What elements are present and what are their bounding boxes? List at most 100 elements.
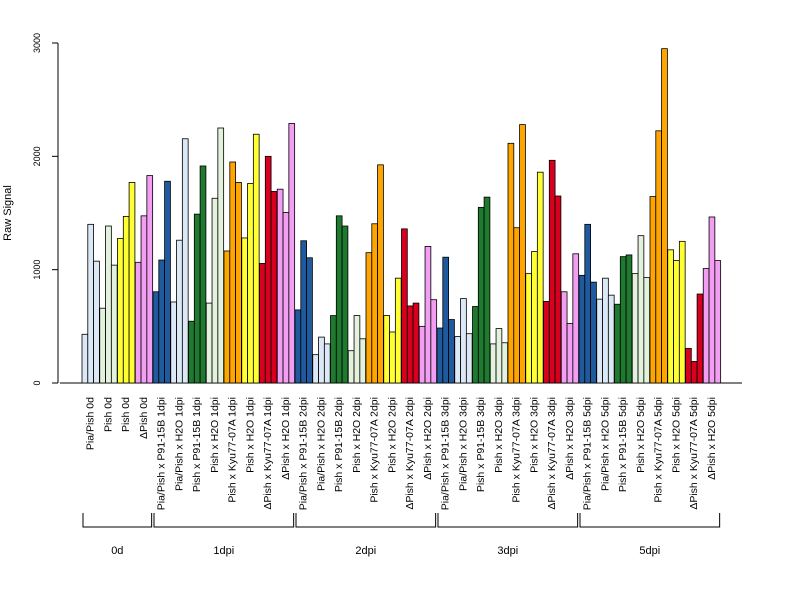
- bar: [667, 249, 674, 384]
- bar: [483, 196, 491, 384]
- bar: [146, 175, 154, 384]
- bar: [93, 260, 100, 384]
- bar: [418, 325, 426, 384]
- bar: [176, 239, 183, 384]
- bar: [365, 252, 373, 384]
- bar: [152, 291, 160, 384]
- bar: [158, 259, 166, 384]
- group-bracket: [82, 513, 153, 528]
- x-tick-label: Pia/Pish x H2O 5dpi: [599, 397, 611, 491]
- bar: [578, 274, 586, 384]
- x-tick-label: Pish x H2O 3dpi: [528, 397, 540, 473]
- bar: [465, 333, 473, 384]
- bar: [105, 225, 112, 384]
- bar: [270, 191, 278, 384]
- x-tick-label: Pish x Kyu77-07A 2dpi: [369, 397, 381, 503]
- bar: [602, 277, 609, 384]
- bar: [282, 212, 290, 384]
- x-tick-label: ΔPish x Kyu77-07A 1dpi: [262, 397, 274, 510]
- x-tick-label: Pish x P91-15B 3dpi: [475, 397, 487, 492]
- bar: [513, 227, 520, 384]
- group-bracket: [437, 513, 579, 528]
- bar: [122, 215, 130, 384]
- bar: [294, 309, 302, 384]
- bar: [134, 261, 142, 384]
- bar: [406, 305, 414, 384]
- x-tick-label: Pish x H2O 2dpi: [351, 397, 363, 473]
- x-tick-label: ΔPish x Kyu77-07A 3dpi: [546, 397, 558, 510]
- x-tick-label: Pish x H2O 5dpi: [635, 397, 647, 473]
- bar: [205, 302, 213, 384]
- x-tick-label: ΔPish x Kyu77-07A 5dpi: [688, 397, 700, 510]
- bar: [359, 338, 367, 384]
- bar: [341, 225, 349, 384]
- bar: [394, 277, 402, 384]
- bar: [477, 206, 485, 384]
- bar: [714, 260, 722, 384]
- bar: [81, 333, 89, 384]
- group-label: 2dpi: [355, 545, 376, 557]
- bar: [99, 307, 106, 384]
- bar: [211, 197, 219, 384]
- x-tick-label: Pia/Pish x P91-15B 2dpi: [298, 397, 310, 510]
- bar: [708, 216, 716, 384]
- group-bracket: [579, 513, 721, 528]
- bar: [412, 302, 420, 384]
- x-tick-label: Pia/Pish 0d: [85, 397, 97, 450]
- bar: [673, 260, 680, 384]
- x-tick-label: Pish x Kyu77-07A 3dpi: [511, 397, 523, 503]
- bar: [318, 336, 325, 384]
- x-tick-label: Pish 0d: [120, 397, 132, 432]
- bar: [531, 251, 538, 384]
- bar: [560, 291, 568, 384]
- x-tick-label: Pish x P91-15B 2dpi: [333, 397, 345, 492]
- bar: [241, 237, 248, 384]
- x-tick-labels: Pia/Pish 0d Pish 0d Pish 0d ΔPish 0d Pia/Pis…: [85, 397, 718, 510]
- bar: [389, 331, 396, 384]
- x-tick-label: Pish x H2O 3dpi: [493, 397, 505, 473]
- bar: [235, 181, 242, 384]
- y-tick-label: 1000: [32, 260, 42, 280]
- x-tick-label: ΔPish x H2O 1dpi: [280, 397, 292, 480]
- bar: [264, 155, 272, 384]
- group-label: 0d: [111, 545, 123, 557]
- group-label: 3dpi: [497, 545, 518, 557]
- x-tick-label: Pish x H2O 2dpi: [386, 397, 398, 473]
- bar: [110, 264, 118, 384]
- bar: [181, 138, 189, 384]
- bar: [596, 298, 603, 384]
- y-tick-label: 0: [32, 380, 42, 385]
- group-brackets: 0d 1dpi 2dpi 3dpi 5dpi: [82, 513, 721, 557]
- x-tick-label: Pish x P91-15B 5dpi: [617, 397, 629, 492]
- bar: [548, 159, 556, 384]
- bar: [614, 303, 621, 384]
- bar: [525, 273, 532, 384]
- bar: [554, 195, 562, 384]
- bar: [353, 315, 361, 384]
- y-axis-label: Raw Signal: [2, 185, 14, 241]
- bar: [300, 240, 307, 384]
- bar: [655, 130, 662, 384]
- x-tick-label: Pish x H2O 1dpi: [209, 397, 221, 473]
- bar: [217, 127, 225, 384]
- bar: [454, 336, 461, 384]
- bar: [306, 257, 313, 384]
- bar: [117, 238, 124, 384]
- bar: [170, 301, 177, 384]
- bar: [193, 213, 201, 384]
- x-tick-label: ΔPish x H2O 2dpi: [422, 397, 434, 480]
- x-tick-label: Pish x H2O 5dpi: [670, 397, 682, 473]
- x-tick-label: Pia/Pish x H2O 1dpi: [173, 397, 185, 491]
- bar: [259, 263, 266, 384]
- bar: [424, 246, 432, 384]
- bar: [199, 165, 207, 384]
- bar: [252, 133, 260, 384]
- bar: [247, 183, 254, 384]
- bar: [495, 328, 503, 384]
- x-tick-label: Pish x P91-15B 1dpi: [191, 397, 203, 492]
- bar: [702, 268, 710, 384]
- x-tick-label: Pish x Kyu77-07A 5dpi: [653, 397, 665, 503]
- y-tick-label: 3000: [32, 33, 42, 53]
- x-tick-label: Pia/Pish x P91-15B 5dpi: [582, 397, 594, 510]
